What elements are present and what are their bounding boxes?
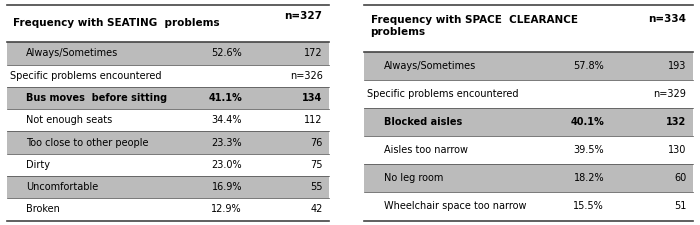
- Text: Dirty: Dirty: [27, 160, 50, 170]
- Text: 23.0%: 23.0%: [211, 160, 242, 170]
- Text: Specific problems encountered: Specific problems encountered: [368, 89, 519, 99]
- Text: No leg room: No leg room: [384, 173, 443, 183]
- Text: 130: 130: [668, 145, 687, 155]
- Text: 76: 76: [310, 137, 323, 148]
- Text: 39.5%: 39.5%: [573, 145, 604, 155]
- Text: 15.5%: 15.5%: [573, 201, 604, 211]
- Bar: [364, 52, 693, 80]
- Text: Always/Sometimes: Always/Sometimes: [27, 48, 118, 58]
- Bar: [364, 192, 693, 220]
- Text: Uncomfortable: Uncomfortable: [27, 182, 99, 192]
- Text: 112: 112: [304, 115, 323, 125]
- Bar: [7, 131, 329, 154]
- Text: 57.8%: 57.8%: [573, 61, 604, 71]
- Bar: [364, 4, 693, 52]
- Text: Too close to other people: Too close to other people: [27, 137, 149, 148]
- Text: Broken: Broken: [27, 204, 60, 214]
- Bar: [364, 108, 693, 136]
- Bar: [7, 198, 329, 220]
- Text: 12.9%: 12.9%: [211, 204, 242, 214]
- Text: 16.9%: 16.9%: [211, 182, 242, 192]
- Text: Blocked aisles: Blocked aisles: [384, 117, 462, 127]
- Text: 51: 51: [674, 201, 687, 211]
- Text: 193: 193: [668, 61, 687, 71]
- Text: 40.1%: 40.1%: [570, 117, 604, 127]
- Text: Frequency with SEATING  problems: Frequency with SEATING problems: [13, 18, 220, 28]
- Text: n=326: n=326: [290, 71, 323, 81]
- Text: 42: 42: [310, 204, 323, 214]
- Bar: [364, 164, 693, 192]
- Text: 60: 60: [674, 173, 687, 183]
- Bar: [7, 4, 329, 42]
- Text: Always/Sometimes: Always/Sometimes: [384, 61, 476, 71]
- Bar: [364, 80, 693, 108]
- Text: n=334: n=334: [648, 14, 687, 24]
- Text: Not enough seats: Not enough seats: [27, 115, 113, 125]
- Bar: [7, 42, 329, 65]
- Text: Aisles too narrow: Aisles too narrow: [384, 145, 468, 155]
- Text: Specific problems encountered: Specific problems encountered: [10, 71, 162, 81]
- Text: Bus moves  before sitting: Bus moves before sitting: [27, 93, 167, 103]
- Text: 75: 75: [310, 160, 323, 170]
- Text: Wheelchair space too narrow: Wheelchair space too narrow: [384, 201, 526, 211]
- Bar: [7, 87, 329, 109]
- Bar: [7, 176, 329, 198]
- Text: 52.6%: 52.6%: [211, 48, 242, 58]
- Bar: [7, 154, 329, 176]
- Text: n=329: n=329: [654, 89, 687, 99]
- Bar: [7, 109, 329, 131]
- Text: n=327: n=327: [285, 11, 323, 21]
- Text: 55: 55: [310, 182, 323, 192]
- Text: 172: 172: [304, 48, 323, 58]
- Bar: [364, 136, 693, 164]
- Text: 41.1%: 41.1%: [209, 93, 242, 103]
- Text: 134: 134: [302, 93, 323, 103]
- Bar: [7, 65, 329, 87]
- Text: 23.3%: 23.3%: [211, 137, 242, 148]
- Text: 18.2%: 18.2%: [573, 173, 604, 183]
- Text: 132: 132: [666, 117, 687, 127]
- Text: 34.4%: 34.4%: [211, 115, 242, 125]
- Text: Frequency with SPACE  CLEARANCE
problems: Frequency with SPACE CLEARANCE problems: [370, 15, 578, 37]
